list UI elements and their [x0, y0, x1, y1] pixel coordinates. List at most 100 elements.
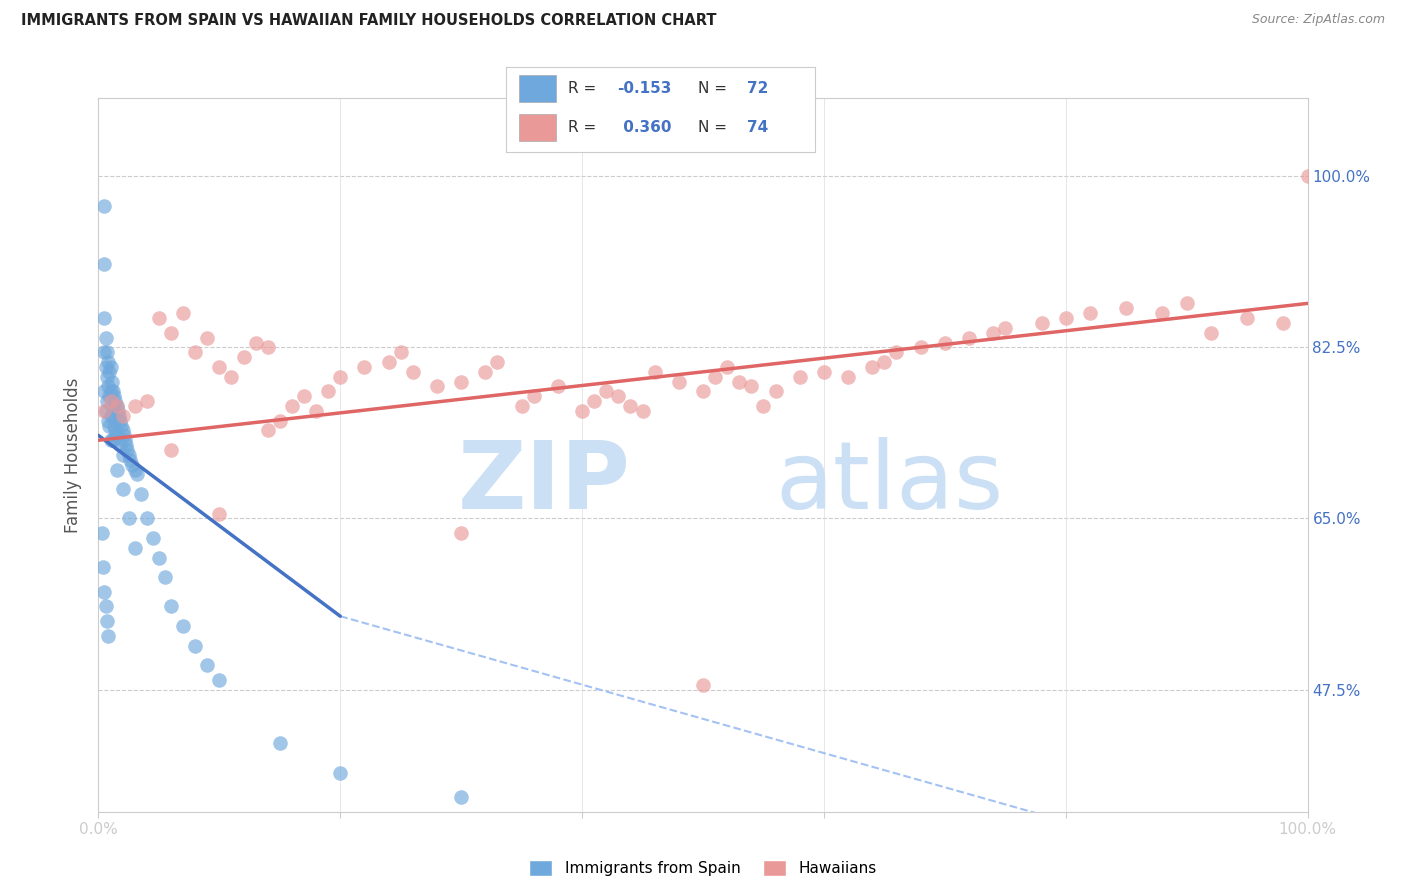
Point [118, 511, 141, 525]
Legend: Immigrants from Spain, Hawaiians: Immigrants from Spain, Hawaiians [523, 855, 883, 882]
Point [148, 311, 170, 326]
Point [583, 394, 606, 409]
Point [96, 345, 118, 359]
Point [377, 355, 399, 369]
Point [873, 355, 896, 369]
Point [208, 673, 231, 687]
Point [103, 389, 125, 403]
Point [107, 404, 129, 418]
Point [101, 434, 124, 448]
Point [402, 365, 425, 379]
Text: Source: ZipAtlas.com: Source: ZipAtlas.com [1251, 13, 1385, 27]
Point [353, 359, 375, 374]
Point [172, 619, 194, 633]
Point [124, 399, 146, 413]
Point [94, 359, 117, 374]
Point [97, 629, 120, 643]
Point [91, 560, 114, 574]
Bar [519, 114, 555, 142]
Point [105, 399, 128, 413]
Point [172, 306, 194, 320]
Point [124, 462, 146, 476]
Point [93, 384, 115, 399]
Point [160, 326, 183, 340]
Point [195, 330, 218, 344]
Point [837, 369, 859, 384]
Point [111, 409, 134, 423]
Point [160, 599, 183, 614]
Point [96, 614, 118, 628]
Point [571, 404, 593, 418]
Point [256, 340, 278, 354]
Point [1199, 326, 1222, 340]
Point [100, 375, 122, 389]
Point [135, 511, 157, 525]
Point [100, 384, 122, 399]
Point [100, 434, 122, 448]
Point [752, 399, 775, 413]
Point [305, 404, 328, 418]
Text: -0.153: -0.153 [617, 81, 672, 96]
Point [1272, 316, 1295, 330]
Point [135, 394, 157, 409]
Point [98, 365, 121, 379]
Point [860, 359, 883, 374]
Point [93, 404, 115, 418]
Point [124, 541, 146, 555]
Point [607, 389, 630, 403]
Point [101, 384, 124, 399]
Point [111, 424, 134, 438]
Point [486, 355, 509, 369]
Point [1054, 311, 1077, 326]
Point [127, 467, 149, 482]
Point [981, 326, 1004, 340]
Text: R =: R = [568, 81, 602, 96]
Point [115, 438, 138, 452]
Point [957, 330, 980, 344]
Point [316, 384, 339, 399]
Text: 0.360: 0.360 [617, 120, 671, 136]
Point [728, 375, 751, 389]
Point [101, 434, 124, 448]
Point [118, 452, 141, 467]
Point [221, 369, 243, 384]
Point [104, 424, 127, 438]
Point [160, 443, 183, 458]
Point [474, 365, 496, 379]
Bar [519, 76, 555, 103]
Point [94, 404, 117, 418]
Point [93, 257, 115, 271]
Point [114, 434, 136, 448]
Point [117, 443, 139, 458]
Point [510, 399, 533, 413]
Text: N =: N = [697, 120, 731, 136]
Point [450, 526, 472, 541]
Point [910, 340, 932, 354]
Point [94, 330, 117, 344]
Point [813, 365, 835, 379]
Point [98, 418, 121, 433]
Point [232, 350, 254, 364]
Point [97, 379, 120, 393]
Point [269, 736, 291, 750]
Text: 74: 74 [748, 120, 769, 136]
Text: N =: N = [697, 81, 731, 96]
Point [112, 428, 135, 442]
Point [93, 345, 115, 359]
Point [94, 599, 117, 614]
Point [100, 359, 122, 374]
Point [111, 448, 134, 462]
Point [184, 345, 207, 359]
Point [245, 335, 267, 350]
Point [329, 369, 352, 384]
Text: IMMIGRANTS FROM SPAIN VS HAWAIIAN FAMILY HOUSEHOLDS CORRELATION CHART: IMMIGRANTS FROM SPAIN VS HAWAIIAN FAMILY… [21, 13, 717, 29]
Point [105, 428, 128, 442]
Point [93, 584, 115, 599]
Point [208, 359, 231, 374]
Point [704, 369, 727, 384]
Point [118, 448, 141, 462]
Point [389, 345, 412, 359]
Point [96, 394, 118, 409]
Point [644, 365, 666, 379]
Point [96, 369, 118, 384]
